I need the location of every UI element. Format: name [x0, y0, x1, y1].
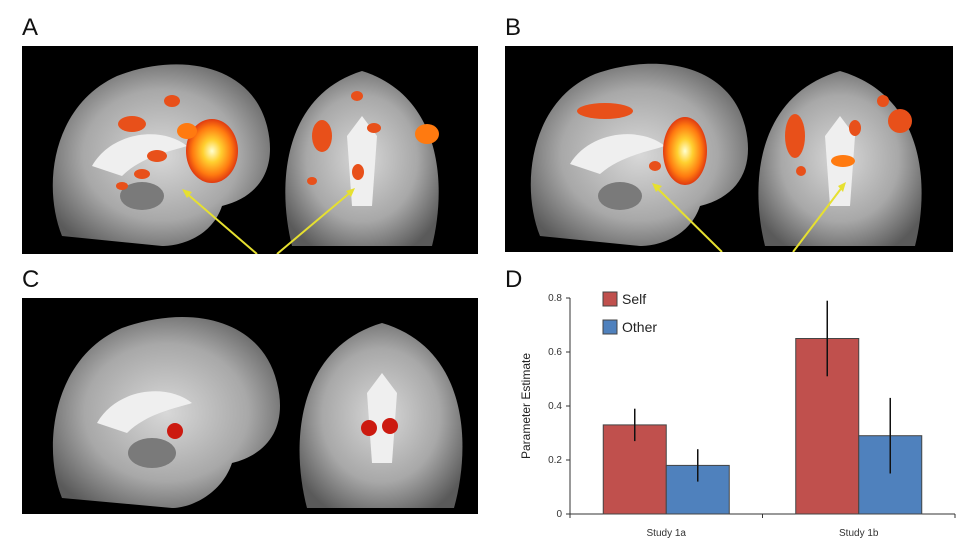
legend-label-self: Self — [622, 291, 646, 307]
sagittal-slice — [52, 64, 271, 246]
y-tick-label: 0.6 — [548, 347, 562, 358]
panel-label-a: A — [22, 14, 39, 41]
coronal-slice — [299, 323, 463, 508]
panel-c-brain-image — [22, 298, 478, 514]
sagittal-slice — [530, 63, 748, 246]
y-axis-label: Parameter Estimate — [519, 353, 533, 459]
coronal-slice — [758, 71, 922, 246]
panel-b-brain-image — [505, 46, 953, 252]
y-tick-label: 0.4 — [548, 401, 562, 412]
legend-label-other: Other — [622, 319, 657, 335]
y-tick-label: 0.8 — [548, 293, 562, 304]
panel-label-c: C — [22, 266, 40, 293]
panel-a-brain-image — [22, 46, 478, 254]
panel-label-b: B — [505, 14, 522, 41]
legend-swatch-self — [602, 291, 618, 307]
coronal-slice — [285, 71, 439, 246]
x-tick-label: Study 1a — [647, 528, 687, 539]
y-tick-label: 0.2 — [548, 455, 562, 466]
parameter-estimate-bar-chart: 0 0.2 0.4 0.6 0.8 Parameter Estimate Study 1a S… — [519, 291, 956, 539]
sagittal-slice — [52, 316, 280, 508]
y-tick-label: 0 — [556, 509, 562, 520]
legend-swatch-other — [602, 319, 618, 335]
panel-label-d: D — [505, 266, 523, 293]
x-tick-label: Study 1b — [839, 528, 879, 539]
